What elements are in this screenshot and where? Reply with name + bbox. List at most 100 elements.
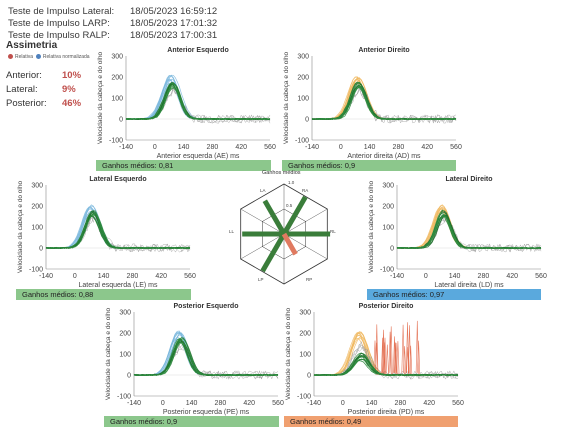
eye-velocity-trace <box>45 212 191 250</box>
y-tick-label: 0 <box>305 117 309 124</box>
eye-velocity-trace <box>133 342 279 377</box>
panel-anterior-right: Anterior Direito Velocidade da cabeça e d… <box>278 44 464 162</box>
x-tick-label: 280 <box>393 144 405 151</box>
head-velocity-trace <box>312 79 428 120</box>
x-tick-label: 140 <box>98 273 110 280</box>
eye-velocity-trace <box>311 84 457 121</box>
asymmetry-value: 9% <box>62 84 76 95</box>
head-velocity-trace <box>45 208 162 249</box>
y-tick-label: 100 <box>382 225 394 232</box>
x-tick-label: -140 <box>119 144 133 151</box>
eye-velocity-trace <box>45 211 191 250</box>
x-tick-label: 420 <box>235 144 247 151</box>
gain-bar-lateral-right: Ganhos médios: 0,97 <box>367 289 541 300</box>
eye-velocity-trace <box>125 82 271 121</box>
x-tick-label: 560 <box>184 273 196 280</box>
x-tick-label: 0 <box>153 144 157 151</box>
y-tick-label: 100 <box>297 96 309 103</box>
eye-velocity-trace <box>311 86 457 121</box>
head-velocity-trace <box>125 82 242 120</box>
head-velocity-trace <box>125 75 242 120</box>
eye-velocity-trace <box>312 85 457 121</box>
head-velocity-trace <box>397 209 513 249</box>
y-tick-label: 300 <box>299 310 311 317</box>
y-tick-label: 200 <box>111 75 123 82</box>
eye-velocity-trace <box>125 83 271 121</box>
asymmetry-label: Posterior: <box>6 98 47 109</box>
panel-title: Lateral Esquerdo <box>89 176 146 183</box>
panel-chart: Posterior Direito Velocidade da cabeça e … <box>285 303 464 416</box>
eye-velocity-trace <box>125 84 271 121</box>
x-axis-label: Posterior esquerda (PE) ms <box>163 409 250 416</box>
hexagon-diagram <box>240 183 331 285</box>
head-velocity-trace <box>133 331 250 376</box>
y-axis-label: Velocidade da cabeça e do olho <box>105 308 112 401</box>
head-velocity-trace <box>133 332 250 376</box>
gain-bar-mark <box>281 195 308 236</box>
x-tick-label: 560 <box>450 144 462 151</box>
head-velocity-trace <box>396 209 513 249</box>
head-velocity-trace <box>45 206 162 249</box>
y-tick-label: 100 <box>111 96 123 103</box>
eye-velocity-trace <box>396 215 542 250</box>
y-tick-label: 200 <box>382 204 394 211</box>
panel-lateral-right: Lateral Direito Velocidade da cabeça e do… <box>363 173 549 291</box>
eye-velocity-trace <box>45 214 191 250</box>
head-velocity-trace <box>311 77 428 120</box>
gain-bar-lateral-left: Ganhos médios: 0,88 <box>16 289 191 300</box>
gain-bar-anterior-right: Ganhos médios: 0,9 <box>282 160 456 171</box>
x-axis-label: Posterior direita (PD) ms <box>348 409 425 416</box>
eye-velocity-trace <box>311 85 457 121</box>
eye-velocity-trace <box>396 214 541 249</box>
x-tick-label: 560 <box>452 400 464 407</box>
y-tick-label: 200 <box>299 331 311 338</box>
head-velocity-trace <box>45 207 162 249</box>
panel-title: Anterior Esquerdo <box>167 47 228 54</box>
eye-velocity-trace <box>125 83 271 121</box>
panel-chart: Lateral Direito Velocidade da cabeça e do… <box>368 176 547 289</box>
head-velocity-trace <box>311 77 428 120</box>
header-line-ralp: Teste de Impulso RALP: 18/05/2023 17:00:3… <box>8 30 217 41</box>
hex-label-rl: RL <box>330 229 336 234</box>
y-tick-label: 300 <box>31 183 43 190</box>
eye-velocity-trace <box>45 211 191 249</box>
panel-chart: Posterior Esquerdo Velocidade da cabeça e… <box>105 303 284 416</box>
x-tick-label: 0 <box>424 273 428 280</box>
x-tick-label: -140 <box>390 273 404 280</box>
eye-velocity-trace <box>396 215 542 250</box>
header-line-lateral: Teste de Impulso Lateral: 18/05/2023 16:5… <box>8 6 217 17</box>
eye-velocity-trace <box>311 87 457 121</box>
y-tick-label: 200 <box>119 331 131 338</box>
x-tick-label: 420 <box>243 400 255 407</box>
x-tick-label: -140 <box>39 273 53 280</box>
panel-chart: Lateral Esquerdo Velocidade da cabeça e d… <box>17 176 196 289</box>
asymmetry-label: Lateral: <box>6 84 38 95</box>
saccade-trace <box>389 326 393 376</box>
eye-velocity-trace <box>125 82 271 120</box>
saccade-trace <box>375 324 379 376</box>
asymmetry-posterior: Posterior: 46% <box>6 98 81 109</box>
x-tick-label: 140 <box>449 273 461 280</box>
hex-label-rp: RP <box>306 277 313 282</box>
x-tick-label: 560 <box>272 400 284 407</box>
panel-chart: Anterior Esquerdo Velocidade da cabeça e … <box>97 47 276 160</box>
x-tick-label: 140 <box>364 144 376 151</box>
y-axis-label: Velocidade da cabeça e do olho <box>285 308 292 401</box>
legend-normalized: Relativa normalizada <box>42 54 90 60</box>
eye-velocity-trace <box>311 86 457 121</box>
y-tick-label: -100 <box>29 267 43 274</box>
x-axis-label: Anterior direita (AD) ms <box>347 153 421 160</box>
normalized-dot-icon <box>35 54 41 60</box>
head-velocity-trace <box>126 82 242 120</box>
eye-velocity-trace <box>396 212 542 250</box>
panel-chart: Anterior Direito Velocidade da cabeça e d… <box>283 47 462 160</box>
relative-dot-icon <box>8 54 13 60</box>
head-velocity-trace <box>125 75 242 120</box>
panel-posterior-right: Posterior Direito Velocidade da cabeça e … <box>280 300 466 418</box>
hexagon-axis <box>240 208 285 235</box>
eye-velocity-trace <box>133 341 279 377</box>
eye-velocity-trace <box>45 213 191 250</box>
x-tick-label: -140 <box>307 400 321 407</box>
hexagon-axis <box>283 233 328 260</box>
eye-velocity-trace <box>133 337 279 377</box>
